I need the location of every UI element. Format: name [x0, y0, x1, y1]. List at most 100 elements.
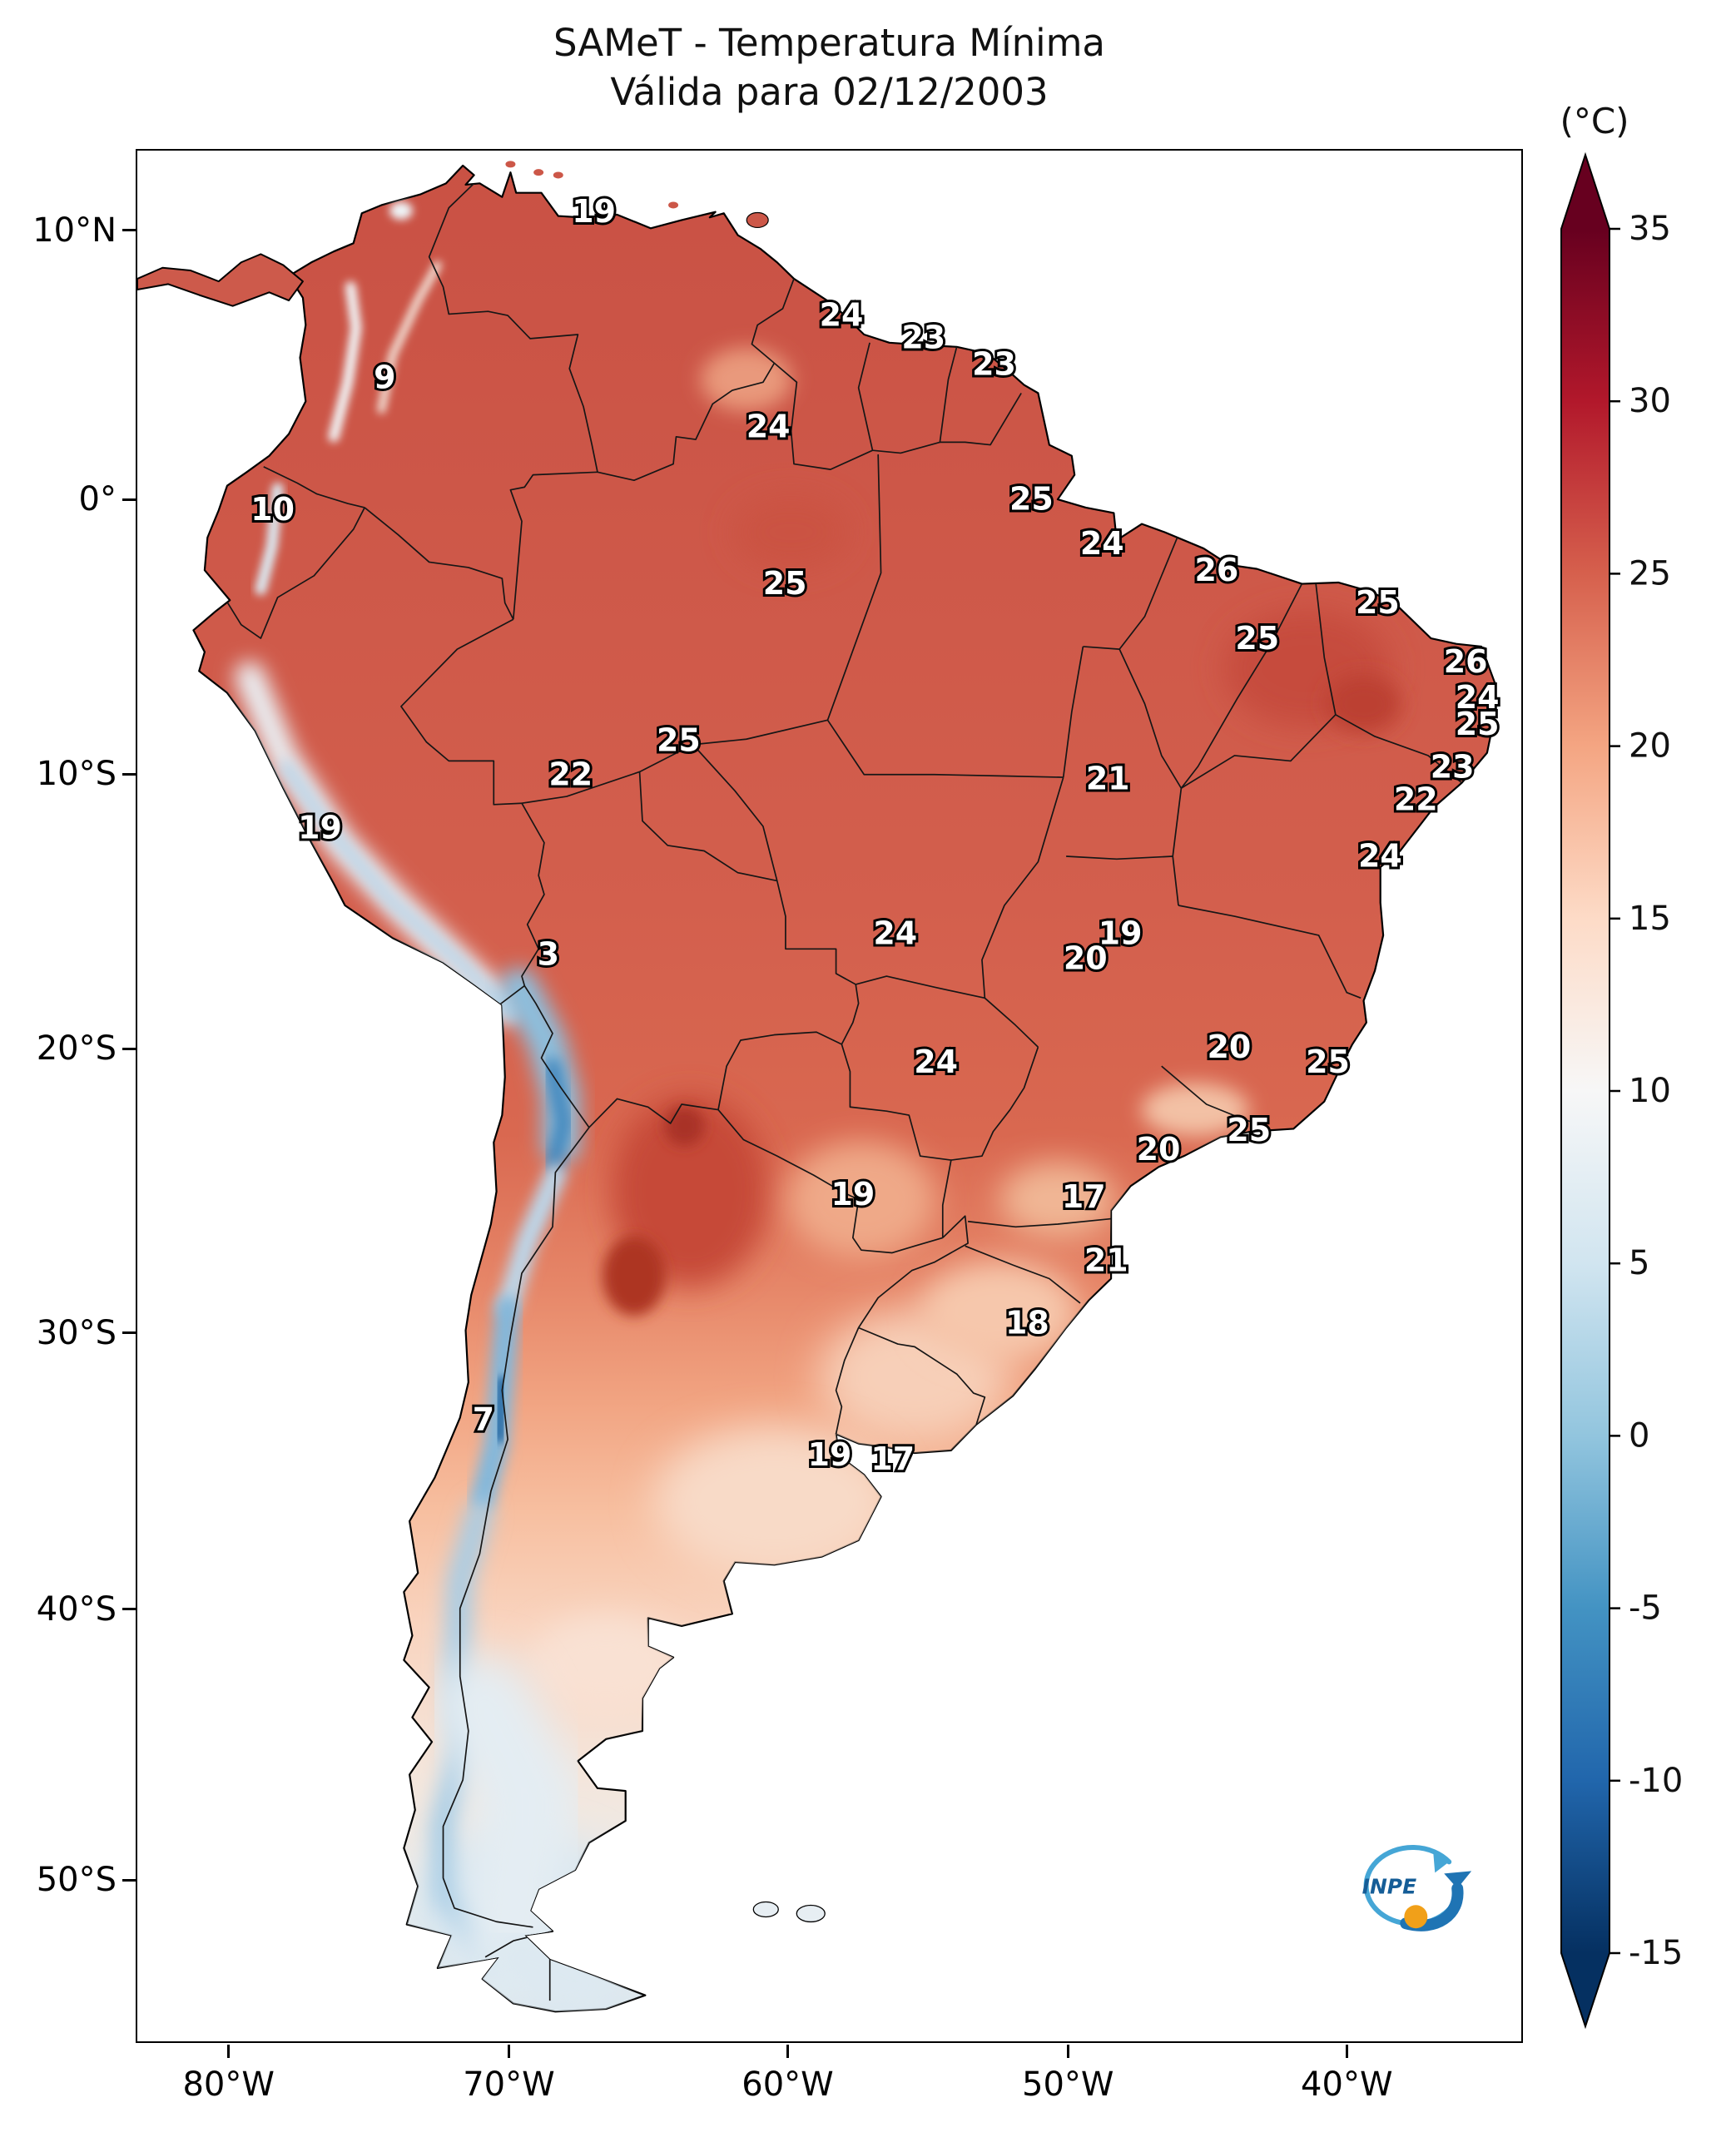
temp-label: 20 [1064, 940, 1108, 976]
temp-label: 25 [1356, 584, 1400, 621]
temp-label: 3 [538, 935, 559, 972]
colorbar-tick-label: 25 [1629, 554, 1671, 593]
lat-tick-mark [122, 229, 136, 232]
temp-label: 25 [1009, 480, 1054, 517]
temp-label: 25 [1227, 1112, 1271, 1148]
temp-label: 24 [746, 408, 791, 444]
lat-tick-mark [122, 1608, 136, 1611]
temp-label: 7 [473, 1401, 494, 1437]
lat-tick-label: 30°S [36, 1313, 117, 1352]
figure-title: SAMeT - Temperatura Mínima Válida para 0… [136, 18, 1523, 117]
temp-label: 19 [831, 1176, 875, 1212]
colorbar-tick-label: -10 [1629, 1762, 1683, 1800]
temp-label: 25 [1456, 706, 1500, 742]
colorbar-tick-label: 15 [1629, 900, 1671, 938]
inpe-logo-orange-dot [1404, 1905, 1428, 1929]
lat-tick-label: 10°S [36, 755, 117, 794]
inpe-logo-swirl-arrowhead [1433, 1852, 1450, 1873]
colorbar-unit-label: (°C) [1560, 101, 1629, 141]
caribbean-island [533, 169, 544, 176]
inpe-logo-text: INPE [1362, 1874, 1416, 1898]
latitude-axis: 10°N 0° 10°S 20°S 30°S 40°S 50°S [0, 149, 125, 2043]
colorbar-gradient-bar [1560, 151, 1610, 2030]
temp-label: 23 [1431, 749, 1475, 786]
temp-label: 24 [820, 297, 864, 334]
temp-label: 26 [1444, 643, 1488, 680]
inpe-logo: INPE [1362, 1845, 1472, 1931]
temp-label: 9 [374, 359, 395, 396]
temp-label: 17 [1062, 1178, 1106, 1215]
temperature-field [234, 201, 1401, 2012]
colorbar-tick-label: 30 [1629, 382, 1671, 420]
temp-label: 20 [1207, 1029, 1251, 1065]
temp-label: 24 [1080, 525, 1124, 562]
lon-tick-label: 70°W [463, 2065, 555, 2104]
temp-label: 20 [1137, 1131, 1181, 1168]
temp-label: 21 [1086, 761, 1130, 797]
lon-tick-label: 60°W [742, 2065, 834, 2104]
temp-label: 25 [1306, 1044, 1350, 1080]
lat-tick-label: 10°N [32, 211, 117, 250]
temp-label: 19 [298, 810, 342, 846]
falkland-island-east [796, 1904, 826, 1923]
temp-label: 19 [808, 1436, 852, 1473]
temp-label: 22 [548, 756, 593, 793]
lon-tick-mark [507, 2045, 510, 2058]
temp-label: 19 [572, 193, 616, 230]
temp-label: 24 [1456, 679, 1500, 716]
colorbar-tick-label: 5 [1629, 1244, 1649, 1282]
map-plot: 19 24 23 23 9 24 10 25 24 26 25 25 25 26 24 25 25 23 22 21 2… [136, 149, 1523, 2043]
colorbar: (°C) 35 30 25 20 15 10 5 0 -5 -10 -15 [1560, 101, 1683, 2030]
colorbar-tick-label: 0 [1629, 1416, 1649, 1455]
lat-tick-mark [122, 1331, 136, 1334]
landmass [137, 164, 1497, 2013]
lat-tick-mark [122, 1878, 136, 1882]
political-borders [223, 182, 1463, 2001]
temp-label: 24 [914, 1044, 958, 1080]
trinidad-island [746, 211, 769, 229]
lon-tick-label: 40°W [1301, 2065, 1393, 2104]
colorbar-tick-label: 35 [1629, 210, 1671, 248]
longitude-axis: 80°W 70°W 60°W 50°W 40°W [136, 2065, 1523, 2115]
lat-tick-label: 0° [78, 480, 117, 519]
title-line1: SAMeT - Temperatura Mínima [553, 21, 1106, 65]
temp-label: 25 [1235, 620, 1279, 657]
lon-tick-mark [227, 2045, 231, 2058]
temp-label: 10 [250, 491, 295, 528]
lat-tick-label: 20°S [36, 1029, 117, 1069]
temp-label: 17 [870, 1440, 915, 1477]
lon-tick-mark [1066, 2045, 1069, 2058]
lat-tick-mark [122, 1047, 136, 1050]
caribbean-island [553, 171, 563, 179]
lat-tick-label: 50°S [36, 1861, 117, 1900]
inpe-logo-arrowhead [1444, 1871, 1472, 1889]
lon-tick-mark [1345, 2045, 1348, 2058]
temp-label: 25 [657, 722, 701, 759]
caribbean-island [505, 161, 516, 168]
colorbar-tick-label: 20 [1629, 727, 1671, 766]
temp-label: 19 [1099, 915, 1143, 951]
title-line2: Válida para 02/12/2003 [610, 70, 1049, 114]
islands [505, 161, 826, 1923]
temp-label: 24 [1358, 838, 1402, 875]
falkland-island-west [752, 1901, 779, 1918]
colorbar-tick-label: -5 [1629, 1589, 1662, 1628]
colorbar-ticks: 35 30 25 20 15 10 5 0 -5 -10 -15 [1610, 210, 1683, 1972]
temp-label: 18 [1005, 1305, 1049, 1341]
lon-tick-label: 50°W [1021, 2065, 1114, 2104]
colorbar-tick-label: 10 [1629, 1072, 1671, 1110]
temp-label: 23 [901, 320, 945, 356]
colorbar-tick-label: -15 [1629, 1934, 1683, 1972]
temp-label: 26 [1195, 552, 1239, 588]
lat-tick-mark [122, 498, 136, 501]
longitude-tick-marks [136, 2045, 1523, 2060]
lon-tick-label: 80°W [182, 2065, 275, 2104]
temp-label: 22 [1394, 781, 1438, 818]
latitude-tick-marks [122, 149, 136, 2043]
lon-tick-mark [786, 2045, 789, 2058]
temp-label: 23 [972, 346, 1016, 383]
temp-label: 25 [763, 565, 807, 602]
lat-tick-mark [122, 772, 136, 776]
